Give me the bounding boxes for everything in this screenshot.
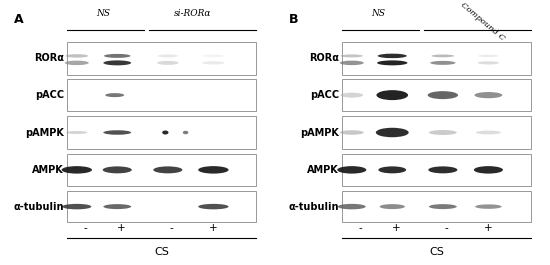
Text: pAMPK: pAMPK <box>300 127 339 138</box>
Text: +: + <box>484 223 493 233</box>
Ellipse shape <box>66 131 87 134</box>
Ellipse shape <box>153 166 183 173</box>
Ellipse shape <box>198 166 229 174</box>
Text: CS: CS <box>154 246 169 257</box>
FancyBboxPatch shape <box>342 42 531 75</box>
FancyBboxPatch shape <box>67 116 256 149</box>
Ellipse shape <box>103 166 132 173</box>
Text: pACC: pACC <box>310 90 339 100</box>
Ellipse shape <box>429 204 457 209</box>
Text: pACC: pACC <box>35 90 64 100</box>
Ellipse shape <box>429 130 457 135</box>
Ellipse shape <box>198 204 229 209</box>
Ellipse shape <box>428 166 458 173</box>
Text: AMPK: AMPK <box>307 165 339 175</box>
Ellipse shape <box>65 61 89 65</box>
Ellipse shape <box>430 61 455 65</box>
Text: -: - <box>84 223 87 233</box>
Text: +: + <box>392 223 400 233</box>
Ellipse shape <box>158 54 178 58</box>
Ellipse shape <box>202 55 224 57</box>
Ellipse shape <box>475 204 502 209</box>
FancyBboxPatch shape <box>342 154 531 186</box>
Text: RORα: RORα <box>34 53 64 63</box>
Text: AMPK: AMPK <box>32 165 64 175</box>
Text: si-RORα: si-RORα <box>174 9 211 18</box>
Ellipse shape <box>104 54 130 58</box>
Ellipse shape <box>62 166 92 174</box>
FancyBboxPatch shape <box>67 42 256 75</box>
Text: A: A <box>14 13 23 26</box>
Text: -: - <box>359 223 362 233</box>
Ellipse shape <box>376 90 408 100</box>
FancyBboxPatch shape <box>67 191 256 222</box>
Text: NS: NS <box>96 9 111 18</box>
Ellipse shape <box>202 61 225 64</box>
Text: +: + <box>209 223 218 233</box>
FancyBboxPatch shape <box>342 79 531 111</box>
Ellipse shape <box>340 61 364 65</box>
Ellipse shape <box>103 130 131 135</box>
Ellipse shape <box>62 204 91 209</box>
Ellipse shape <box>428 91 458 99</box>
Ellipse shape <box>474 166 503 174</box>
Text: RORα: RORα <box>309 53 339 63</box>
FancyBboxPatch shape <box>67 154 256 186</box>
Text: α-tubulin: α-tubulin <box>14 202 64 212</box>
Ellipse shape <box>338 204 366 209</box>
Text: B: B <box>289 13 298 26</box>
Ellipse shape <box>103 60 131 65</box>
Ellipse shape <box>337 166 366 174</box>
Ellipse shape <box>477 61 499 64</box>
FancyBboxPatch shape <box>67 79 256 111</box>
Ellipse shape <box>103 204 131 209</box>
Text: +: + <box>117 223 125 233</box>
Text: CS: CS <box>429 246 444 257</box>
FancyBboxPatch shape <box>342 191 531 222</box>
Ellipse shape <box>340 130 364 135</box>
FancyBboxPatch shape <box>342 116 531 149</box>
Ellipse shape <box>376 128 409 137</box>
Text: -: - <box>170 223 174 233</box>
Text: pAMPK: pAMPK <box>25 127 64 138</box>
Text: Compound C: Compound C <box>459 1 507 42</box>
Ellipse shape <box>183 131 188 134</box>
Ellipse shape <box>377 60 408 65</box>
Text: -: - <box>445 223 449 233</box>
Ellipse shape <box>340 93 363 98</box>
Ellipse shape <box>478 55 498 57</box>
Ellipse shape <box>475 92 502 98</box>
Ellipse shape <box>65 54 88 58</box>
Ellipse shape <box>378 166 406 173</box>
Ellipse shape <box>476 131 501 134</box>
Ellipse shape <box>379 204 405 209</box>
Ellipse shape <box>340 54 363 58</box>
Ellipse shape <box>105 93 124 97</box>
Text: NS: NS <box>371 9 386 18</box>
Ellipse shape <box>157 61 179 65</box>
Ellipse shape <box>378 54 407 58</box>
Ellipse shape <box>162 130 168 135</box>
Ellipse shape <box>432 55 454 57</box>
Text: α-tubulin: α-tubulin <box>289 202 339 212</box>
